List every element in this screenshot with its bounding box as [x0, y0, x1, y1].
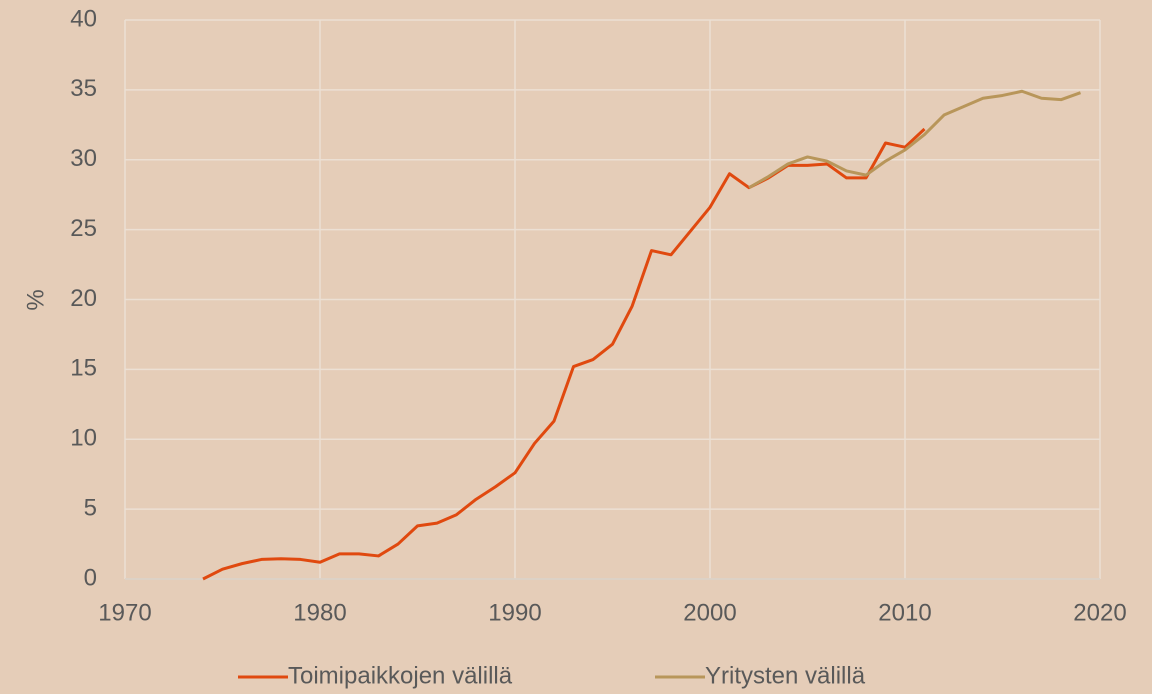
y-tick-label: 35	[70, 75, 97, 102]
series-line	[202, 127, 926, 581]
x-tick-label: 2010	[878, 599, 931, 626]
x-tick-label: 1980	[293, 599, 346, 626]
legend-label: Toimipaikkojen välillä	[288, 662, 513, 689]
x-tick-label: 2000	[683, 599, 736, 626]
y-tick-label: 15	[70, 355, 97, 382]
y-tick-label: 0	[84, 564, 97, 591]
series-line	[748, 89, 1082, 190]
x-tick-label: 1990	[488, 599, 541, 626]
y-tick-label: 5	[84, 494, 97, 521]
y-axis-label: %	[22, 289, 49, 310]
x-tick-label: 2020	[1073, 599, 1126, 626]
y-tick-label: 20	[70, 285, 97, 312]
y-tick-label: 30	[70, 145, 97, 172]
legend-label: Yritysten välillä	[705, 662, 866, 689]
x-tick-label: 1970	[98, 599, 151, 626]
y-tick-label: 25	[70, 215, 97, 242]
y-tick-label: 40	[70, 5, 97, 32]
y-tick-label: 10	[70, 425, 97, 452]
